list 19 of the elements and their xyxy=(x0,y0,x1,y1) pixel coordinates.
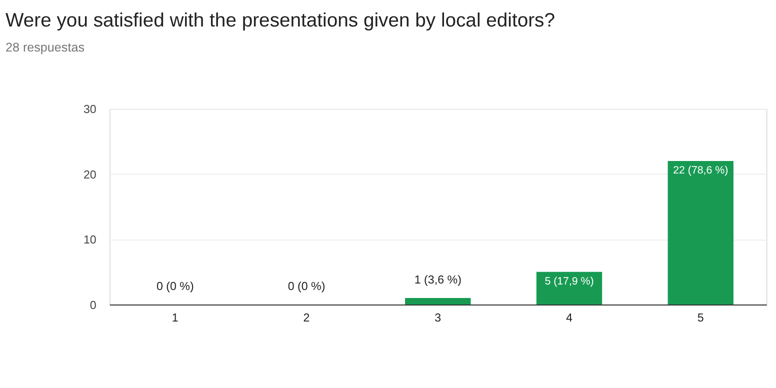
bar xyxy=(668,161,734,305)
y-tick-label: 30 xyxy=(83,103,96,116)
x-tick-label: 1 xyxy=(172,312,178,325)
y-tick-label: 10 xyxy=(83,234,96,247)
x-tick-label: 3 xyxy=(434,312,442,325)
data-label: 5 (17,9 %) xyxy=(544,276,594,288)
data-label: 0 (0 %) xyxy=(156,280,194,294)
data-label: 1 (3,6 %) xyxy=(414,273,462,286)
data-label: 0 (0 %) xyxy=(288,280,326,294)
x-tick-label: 2 xyxy=(303,312,310,325)
x-tick-label: 4 xyxy=(566,312,574,325)
y-tick-label: 0 xyxy=(90,298,96,312)
bar xyxy=(536,272,602,305)
x-tick-label: 5 xyxy=(697,312,704,325)
y-tick-label: 20 xyxy=(83,168,96,182)
chart-subtitle: 28 respuestas xyxy=(5,40,84,55)
bar xyxy=(405,298,471,305)
chart-title: Were you satisfied with the presentations given by local editors? xyxy=(5,10,556,32)
data-label: 22 (78,6 %) xyxy=(673,164,728,177)
